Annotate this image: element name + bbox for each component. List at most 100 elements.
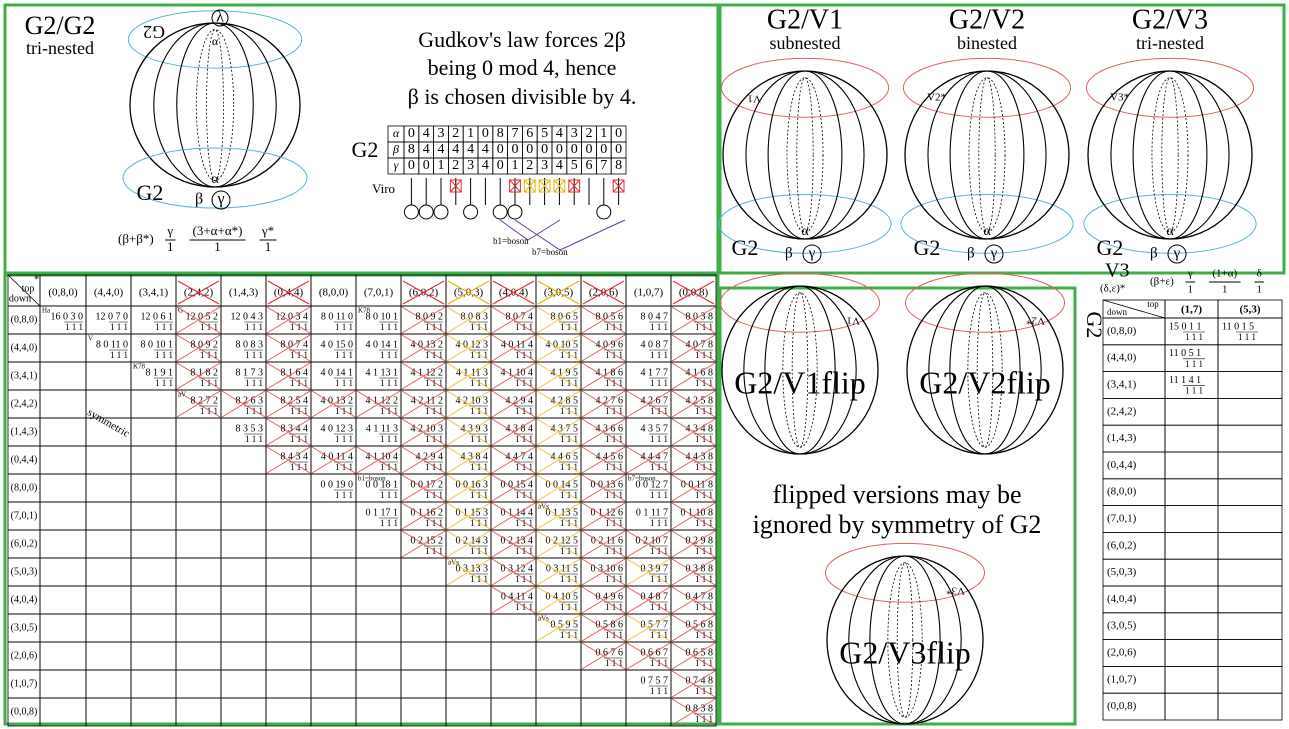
- cell-text: 0: [600, 142, 607, 157]
- column-header: (5,3): [1239, 304, 1260, 316]
- label: α: [393, 126, 400, 140]
- cell-denominator: 1 1 1: [245, 378, 263, 388]
- curve-label: V3*: [1110, 92, 1129, 104]
- cell-denominator: 1 1 1: [1185, 386, 1203, 396]
- label: γ: [990, 245, 998, 261]
- cell-text: 0: [408, 158, 415, 173]
- cell: [266, 502, 311, 530]
- cell: [176, 418, 221, 446]
- cell-text: 4 0 11 4: [321, 451, 353, 462]
- cell: [1218, 532, 1282, 559]
- cell-text: 4 1 10 4: [366, 451, 399, 462]
- cell-text: 0 4 11 4: [501, 591, 533, 602]
- row-header: (0,0,8): [11, 706, 38, 717]
- label: γ: [808, 245, 816, 261]
- cell: [356, 670, 401, 698]
- cell: [176, 558, 221, 586]
- cell-text: 4: [423, 142, 430, 157]
- denominator: 1: [167, 239, 174, 254]
- cell: [221, 474, 266, 502]
- cell-text: 12 0 3 4: [276, 311, 309, 322]
- numerator: γ: [1187, 268, 1193, 280]
- cell-text: 4 0 15 0: [321, 339, 354, 350]
- cell-text: 4 0 14 1: [321, 367, 354, 378]
- flip-title: G2/V2flip: [919, 364, 1051, 400]
- cell-text: 11 0 5 1: [1169, 348, 1201, 359]
- numerator: γ*: [261, 223, 274, 238]
- cell: [86, 558, 131, 586]
- cell-text: 12 0 6 1: [141, 311, 174, 322]
- row-header: (2,0,6): [11, 650, 38, 661]
- cell-text: 1: [467, 126, 474, 141]
- label: β: [1150, 245, 1158, 261]
- cell-text: 4 2 10 3: [411, 423, 444, 434]
- cell: [356, 586, 401, 614]
- cell: [446, 614, 491, 642]
- cell-denominator: 1 1 1: [380, 518, 398, 528]
- cell-text: 0 1 10 8: [681, 507, 714, 518]
- cell-text: 8 3 5 3: [236, 423, 264, 434]
- row-header: (5,0,3): [11, 566, 38, 577]
- cell: [311, 586, 356, 614]
- row-header: (7,0,1): [1107, 513, 1137, 525]
- cell-tag: Ha: [42, 307, 51, 315]
- cell: [221, 502, 266, 530]
- cell-text: 0 4 10 5: [546, 591, 579, 602]
- label: down: [1107, 307, 1127, 317]
- cell-text: 0: [586, 142, 593, 157]
- row-header: (3,4,1): [1107, 379, 1137, 391]
- cell: [131, 698, 176, 726]
- cell: [131, 558, 176, 586]
- cell: [176, 642, 221, 670]
- note-line: Gudkov's law forces 2β: [418, 27, 626, 52]
- label: G2: [914, 235, 941, 260]
- cell-text: 4 1 11 3: [456, 367, 488, 378]
- denominator: 1: [1188, 284, 1194, 296]
- cell: [266, 670, 311, 698]
- row-header: (7,0,1): [11, 510, 38, 521]
- cell: [86, 502, 131, 530]
- cell-text: 8 1 9 1: [146, 367, 174, 378]
- row-header: (3,0,5): [11, 622, 38, 633]
- row-header: (8,0,0): [11, 482, 38, 493]
- cell-text: 0 0 19 0: [321, 479, 354, 490]
- formula: (β+β*): [118, 231, 154, 246]
- cell: [491, 698, 536, 726]
- oval: [721, 58, 888, 117]
- meridian: [746, 71, 864, 239]
- panel-subtitle: subnested: [770, 33, 841, 53]
- cell: [1165, 586, 1218, 613]
- flip-title: G2/V1flip: [734, 364, 866, 400]
- numerator: (3+α+α*): [193, 223, 243, 238]
- meridian: [1133, 71, 1207, 239]
- cell: [401, 614, 446, 642]
- label: b7=boson: [532, 247, 568, 257]
- cell: [1165, 666, 1218, 693]
- cell-text: 0: [541, 142, 548, 157]
- cell: [176, 446, 221, 474]
- cell: [176, 474, 221, 502]
- cell: [356, 642, 401, 670]
- cell-text: 0 2 13 4: [501, 535, 534, 546]
- label: G2: [1097, 235, 1124, 260]
- cell-text: 8: [615, 158, 622, 173]
- cell-text: 2: [526, 158, 533, 173]
- cell-denominator: 1 1 1: [380, 378, 398, 388]
- cell: [131, 614, 176, 642]
- denominator: 1: [1222, 284, 1228, 296]
- cell: [356, 558, 401, 586]
- cell: [1165, 640, 1218, 667]
- cell: [131, 670, 176, 698]
- label: G2: [137, 180, 164, 205]
- flip-title: G2/V3flip: [839, 634, 971, 670]
- cell-tag: K78: [358, 307, 371, 315]
- cell-denominator: 1 1 1: [1185, 332, 1203, 342]
- column-header: (3,4,1): [139, 287, 169, 299]
- cell-denominator: 1 1 1: [155, 322, 173, 332]
- cell-text: 12 0 7 0: [96, 311, 129, 322]
- cell-text: 0: [497, 158, 504, 173]
- label: b1=boson: [493, 236, 529, 246]
- cell: [1165, 398, 1218, 425]
- row-header: (4,4,0): [11, 342, 38, 353]
- row-header: (1,4,3): [11, 426, 38, 437]
